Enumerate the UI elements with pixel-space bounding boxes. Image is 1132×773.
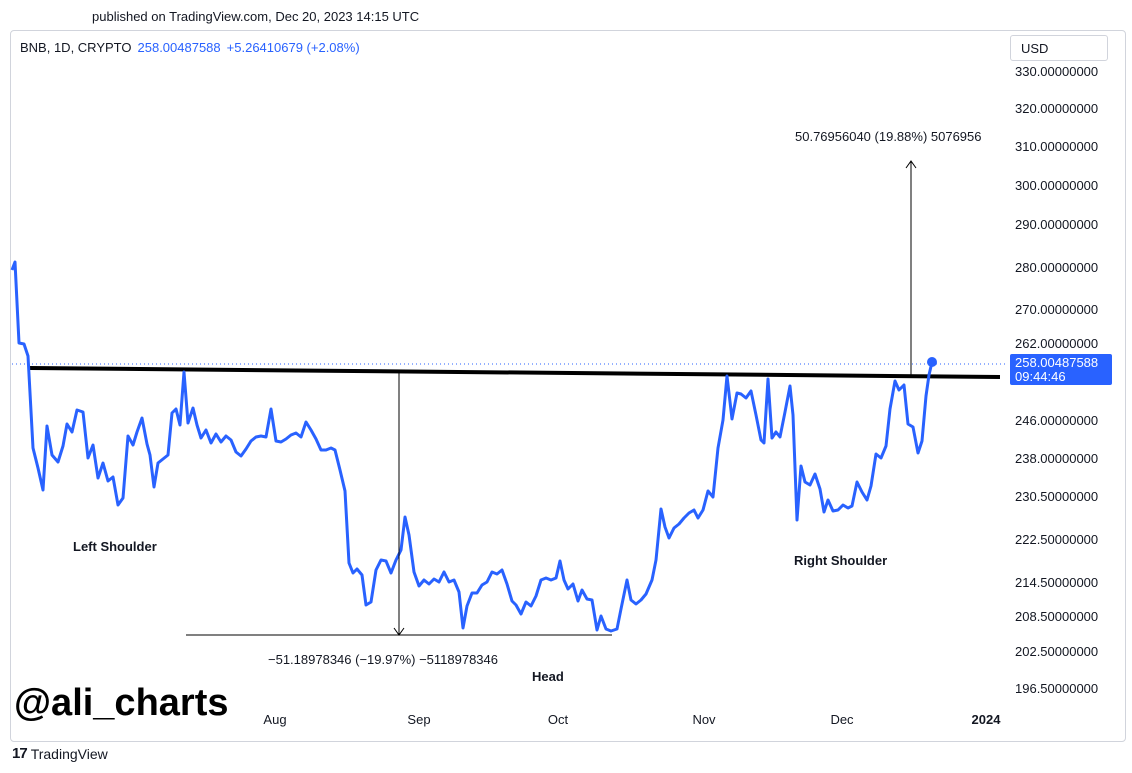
price-change: +5.26410679 (+2.08%) [226,40,360,55]
right-shoulder-label: Right Shoulder [794,553,887,568]
price-tag-countdown: 09:44:46 [1015,369,1066,384]
price-axis-tick-label: 230.50000000 [1015,489,1098,504]
price-axis-tick-label: 246.00000000 [1015,413,1098,428]
currency-button[interactable]: USD [1010,35,1108,61]
head-label: Head [532,669,564,684]
price-axis-tick-label: 320.00000000 [1015,101,1098,116]
price-series-line [10,260,934,633]
price-axis-tick-label: 238.00000000 [1015,451,1098,466]
symbol-header: BNB, 1D, CRYPTO 258.00487588 +5.26410679 (… [20,40,360,55]
price-axis-tick-label: 300.00000000 [1015,178,1098,193]
price-axis-tick-label: 222.50000000 [1015,532,1098,547]
price-axis-tick-label: 214.50000000 [1015,575,1098,590]
time-axis-tick-label: Dec [830,712,854,727]
neckline [29,366,1001,379]
time-axis-tick-label: Oct [548,712,569,727]
price-axis-tick-label: 196.50000000 [1015,681,1098,696]
author-watermark: @ali_charts [14,682,229,724]
tradingview-mark-icon: 17 [12,745,28,762]
symbol-label[interactable]: BNB, 1D, CRYPTO [20,40,132,55]
last-price-tag: 258.00487588 09:44:46 [1010,354,1112,385]
left-shoulder-label: Left Shoulder [73,539,157,554]
price-axis-tick-label: 262.00000000 [1015,336,1098,351]
time-axis-tick-label: 2024 [972,712,1002,727]
price-tag-value: 258.00487588 [1015,355,1099,370]
up-measure-label: 50.76956040 (19.88%) 5076956 [795,129,982,144]
time-axis-tick-label: Nov [692,712,716,727]
price-axis-tick-label: 280.00000000 [1015,260,1098,275]
price-axis-tick-label: 330.00000000 [1015,64,1098,79]
price-axis-tick-label: 208.50000000 [1015,609,1098,624]
price-axis-tick-label: 290.00000000 [1015,217,1098,232]
price-axis-tick-label: 202.50000000 [1015,644,1098,659]
tradingview-logo-text: TradingView [30,745,108,762]
down-measure-label: −51.18978346 (−19.97%) −5118978346 [268,652,498,667]
last-price-dot [927,357,937,367]
time-axis-tick-label: Aug [263,712,286,727]
time-axis: Aug Sep Oct Nov Dec 2024 [263,712,1001,727]
price-axis-tick-label: 310.00000000 [1015,139,1098,154]
time-axis-tick-label: Sep [407,712,430,727]
price-axis: 330.00000000 320.00000000 310.00000000 300.… [1015,64,1098,696]
target-measure-arrowhead [905,160,917,169]
price-axis-tick-label: 270.00000000 [1015,302,1098,317]
last-price: 258.00487588 [137,40,221,55]
published-note: published on TradingView.com, Dec 20, 20… [92,9,420,24]
chart-frame [10,30,1126,742]
tradingview-logo[interactable]: 17 TradingView [12,745,108,762]
